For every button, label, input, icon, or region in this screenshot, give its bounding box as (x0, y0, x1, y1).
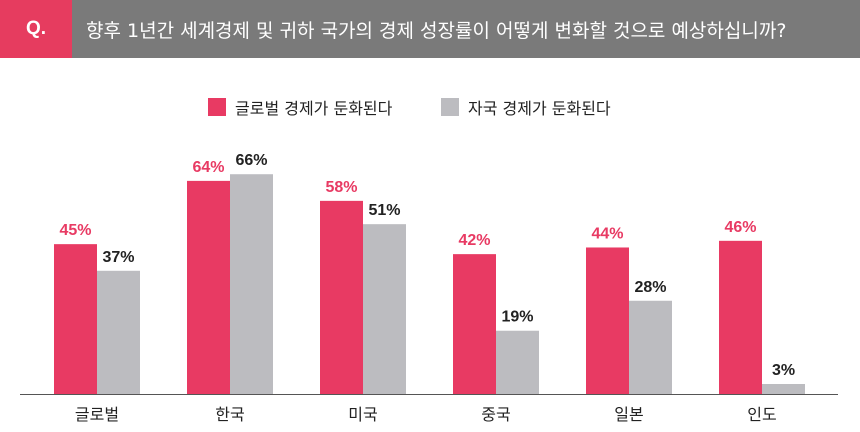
x-tick-label-3: 중국 (481, 405, 510, 424)
bar-global-5 (719, 240, 762, 394)
question-badge: Q. (0, 0, 72, 58)
data-label-domestic-0: 37% (102, 249, 134, 266)
bar-global-0 (54, 244, 97, 394)
data-label-domestic-4: 28% (634, 279, 666, 296)
data-label-global-5: 46% (724, 219, 756, 236)
bar-domestic-2 (363, 224, 406, 394)
x-tick-label-1: 한국 (215, 405, 244, 424)
data-label-global-2: 58% (325, 179, 357, 196)
bar-global-2 (320, 200, 363, 394)
x-tick-label-4: 일본 (614, 405, 643, 424)
bar-domestic-0 (97, 270, 140, 394)
chart-legend: 글로벌 경제가 둔화된다 자국 경제가 둔화된다 (0, 95, 860, 121)
data-label-domestic-3: 19% (501, 309, 533, 326)
legend-item-domestic: 자국 경제가 둔화된다 (441, 95, 611, 119)
legend-item-global: 글로벌 경제가 둔화된다 (208, 95, 392, 119)
bar-domestic-5 (762, 384, 805, 394)
x-tick-label-0: 글로벌 (75, 405, 119, 424)
data-label-domestic-5: 3% (772, 362, 795, 379)
bar-global-4 (586, 247, 629, 394)
legend-label-domestic: 자국 경제가 둔화된다 (468, 99, 611, 118)
x-tick-label-2: 미국 (348, 405, 377, 424)
bar-domestic-4 (629, 300, 672, 394)
bar-domestic-1 (230, 174, 273, 394)
legend-swatch-domestic (441, 98, 459, 116)
data-label-domestic-2: 51% (368, 202, 400, 219)
data-label-global-0: 45% (59, 222, 91, 239)
question-header: Q. 향후 1년간 세계경제 및 귀하 국가의 경제 성장률이 어떻게 변화할 … (0, 0, 860, 58)
bar-global-1 (187, 180, 230, 394)
data-label-domestic-1: 66% (235, 152, 267, 169)
legend-swatch-global (208, 98, 226, 116)
bar-global-3 (453, 254, 496, 394)
legend-label-global: 글로벌 경제가 둔화된다 (235, 99, 393, 118)
bar-domestic-3 (496, 330, 539, 394)
question-text: 향후 1년간 세계경제 및 귀하 국가의 경제 성장률이 어떻게 변화할 것으로… (86, 19, 787, 42)
x-tick-label-5: 인도 (747, 405, 776, 424)
data-label-global-1: 64% (192, 159, 224, 176)
data-label-global-4: 44% (591, 225, 623, 242)
data-label-global-3: 42% (458, 232, 490, 249)
